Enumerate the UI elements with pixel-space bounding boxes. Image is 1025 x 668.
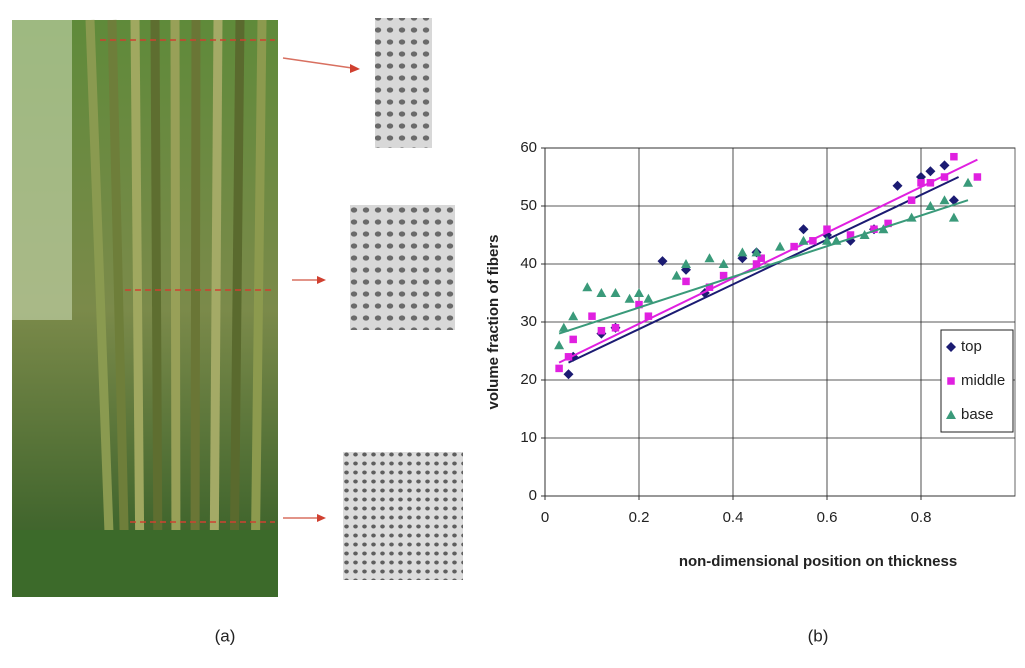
bamboo-photo (12, 18, 463, 597)
y-tick-label: 20 (520, 371, 537, 388)
data-point (588, 312, 596, 320)
y-tick-label: 30 (520, 313, 537, 330)
micrograph-base (343, 452, 463, 580)
micrograph-top (375, 18, 432, 148)
micrograph-middle (350, 205, 455, 330)
data-point (974, 173, 982, 181)
panel-label: (a) (215, 626, 236, 645)
x-tick-label: 0.8 (911, 509, 932, 526)
y-tick-label: 50 (520, 197, 537, 214)
y-tick-label: 60 (520, 139, 537, 156)
y-tick-label: 40 (520, 255, 537, 272)
legend-label: base (961, 406, 994, 423)
legend-marker (947, 377, 955, 385)
data-point (598, 327, 606, 335)
x-tick-label: 0.4 (723, 509, 744, 526)
x-tick-label: 0 (541, 509, 549, 526)
data-point (682, 278, 690, 286)
y-axis-label: volume fraction of fibers (485, 234, 502, 409)
data-point (555, 365, 563, 373)
legend-label: top (961, 338, 982, 355)
y-tick-label: 10 (520, 429, 537, 446)
data-point (612, 324, 620, 332)
x-axis-label: non-dimensional position on thickness (679, 553, 957, 570)
data-point (908, 196, 916, 204)
figure: (a) (b) non-dimensional position on thic… (0, 0, 1025, 663)
panel-label: (b) (808, 626, 829, 645)
y-tick-label: 0 (529, 487, 537, 504)
data-point (950, 153, 958, 161)
x-tick-label: 0.6 (817, 509, 838, 526)
x-tick-label: 0.2 (629, 509, 650, 526)
data-point (569, 336, 577, 344)
legend-label: middle (961, 372, 1005, 389)
